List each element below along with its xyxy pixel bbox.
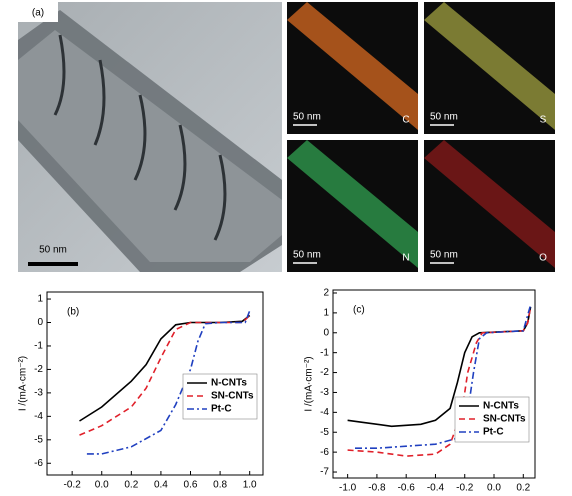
panel-label: (a) [32, 8, 44, 19]
legend-label: N-CNTs [211, 378, 247, 389]
map-tube [424, 2, 555, 130]
x-tick-label: 0.4 [154, 480, 168, 491]
x-tick-label: -0.6 [398, 483, 416, 491]
series-line [347, 306, 532, 457]
series-line [79, 314, 251, 436]
map-scale-label: 50 nm [293, 112, 321, 123]
x-tick-label: 1.0 [243, 480, 257, 491]
x-tick-label: 0.0 [487, 483, 501, 491]
y-tick-label: -6 [34, 458, 43, 469]
x-tick-label: -0.4 [427, 483, 445, 491]
map-element-label: O [539, 253, 547, 264]
charts: -0.20.00.20.40.60.81.010-1-2-3-4-5-6(b)E… [18, 288, 536, 496]
scale-bar-label: 50 nm [39, 245, 67, 256]
y-tick-label: -4 [320, 407, 329, 418]
eds-maps: 50 nm C 50 nm S 50 nm N 50 nm O [287, 2, 555, 272]
y-tick-label: 0 [37, 317, 43, 328]
legend-box [182, 373, 258, 420]
y-tick-label: 0 [323, 327, 329, 338]
plot-frame [46, 291, 264, 476]
x-tick-label: 0.2 [124, 480, 138, 491]
y-tick-label: -1 [34, 341, 43, 352]
y-tick-label: 2 [323, 288, 329, 299]
legend-label: Pt-C [211, 404, 232, 415]
y-tick-label: -2 [320, 367, 329, 378]
y-tick-label: -2 [34, 364, 43, 375]
legend-label: SN-CNTs [483, 414, 526, 425]
plot-frame [332, 289, 536, 479]
y-tick-label: -4 [34, 411, 43, 422]
x-tick-label: -0.2 [64, 480, 82, 491]
x-tick-label: 0.6 [184, 480, 198, 491]
y-tick-label: 1 [37, 294, 43, 305]
y-tick-label: -3 [320, 387, 329, 398]
legend-label: N-CNTs [483, 401, 519, 412]
panel-label: (c) [353, 305, 365, 316]
tem-image: (a) 50 nm [18, 2, 282, 272]
map-tube [424, 140, 555, 268]
y-tick-label: -5 [320, 427, 329, 438]
panel-label: (b) [67, 307, 79, 318]
series-line [86, 310, 251, 455]
legend-label: SN-CNTs [211, 391, 254, 402]
map-tube [287, 140, 418, 268]
y-tick-label: -3 [34, 388, 43, 399]
map-scale-label: 50 nm [430, 112, 458, 123]
y-tick-label: 1 [323, 308, 329, 319]
y-tick-label: -1 [320, 347, 329, 358]
map-element-label: S [540, 115, 547, 126]
x-tick-label: -0.2 [456, 483, 474, 491]
y-axis-label: I /(mA·cm⁻²) [18, 356, 29, 411]
y-tick-label: -7 [320, 467, 329, 478]
map-tube [287, 2, 418, 130]
x-tick-label: -0.8 [368, 483, 386, 491]
y-tick-label: -5 [34, 434, 43, 445]
legend-box [454, 396, 530, 443]
y-tick-label: -6 [320, 447, 329, 458]
map-scale-label: 50 nm [430, 250, 458, 261]
x-tick-label: 0.8 [213, 480, 227, 491]
map-scale-label: 50 nm [293, 250, 321, 261]
x-tick-label: 0.0 [95, 480, 109, 491]
x-tick-label: -1.0 [339, 483, 357, 491]
map-element-label: C [402, 115, 409, 126]
x-tick-label: 0.2 [516, 483, 530, 491]
legend-label: Pt-C [483, 427, 504, 438]
map-element-label: N [402, 253, 409, 264]
y-axis-label: I /(mA·cm⁻²) [304, 356, 315, 411]
